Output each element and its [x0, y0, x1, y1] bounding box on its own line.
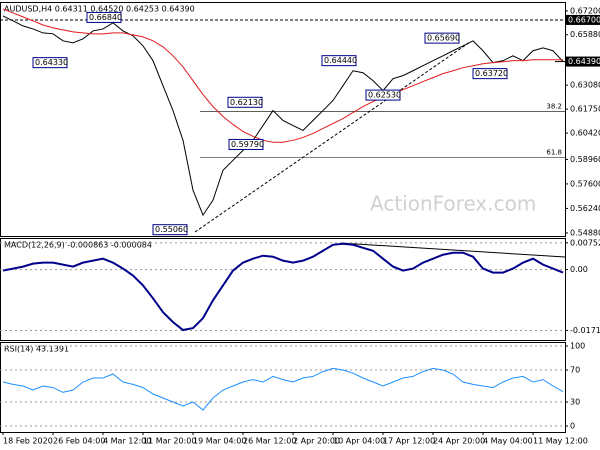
x-tick-label: 10 Apr 04:00	[333, 437, 385, 446]
current-price-label: 0.64390	[568, 57, 600, 66]
rsi-panel	[0, 342, 566, 433]
y-tick-label: 30	[570, 398, 580, 407]
level-label: 0.66700	[568, 15, 600, 24]
x-tick-label: 26 Mar 12:00	[243, 437, 296, 446]
price-panel	[0, 2, 566, 237]
trend-line	[194, 41, 471, 233]
annotation-label: 0.62130	[230, 98, 263, 107]
x-tick-label: 26 Feb 04:00	[53, 437, 105, 446]
y-tick-label: 100	[570, 342, 585, 351]
annotation-box	[321, 55, 357, 67]
annotation-box	[472, 68, 508, 80]
annotation-box	[86, 11, 122, 23]
y-tick-label: 0.56240	[570, 204, 600, 213]
y-tick-label: 0.60420	[570, 129, 600, 138]
annotation-label: 0.63720	[475, 69, 508, 78]
annotation-box	[228, 138, 264, 150]
y-tick-label: 0.67200	[570, 6, 600, 15]
y-tick-label: 0.65880	[570, 30, 600, 39]
series-line	[2, 15, 564, 217]
x-tick-label: 18 Feb 2020	[3, 437, 53, 446]
annotation-box	[32, 57, 68, 69]
y-tick-label: 70	[570, 366, 580, 375]
series-line	[2, 367, 564, 411]
annotation-box	[152, 224, 188, 236]
y-tick-label: 0.57600	[570, 179, 600, 188]
x-tick-label: 4 May 04:00	[483, 437, 533, 446]
price-title: AUDUSD,H4 0.64311 0.64520 0.64253 0.6439…	[4, 5, 195, 14]
annotation-label: 0.59790	[231, 140, 264, 149]
x-tick-label: 11 Mar 20:00	[143, 437, 196, 446]
annotation-label: 0.66840	[89, 13, 122, 22]
annotation-label: 0.64440	[324, 56, 357, 65]
annotation-box	[365, 89, 401, 101]
x-tick-label: 17 Apr 12:00	[383, 437, 435, 446]
x-tick-label: 24 Apr 20:00	[433, 437, 485, 446]
fib-label: 38.2	[546, 102, 562, 110]
watermark: ActionForex.com	[370, 192, 536, 216]
annotation-label: 0.62530	[368, 91, 401, 100]
y-tick-label: 0.61750	[570, 105, 600, 114]
annotation-box	[424, 32, 460, 44]
level-label-box	[566, 14, 600, 25]
annotation-box	[227, 96, 263, 108]
current-price-box	[566, 56, 600, 67]
y-tick-label: 0.54880	[570, 228, 600, 237]
macd-trend-line	[339, 242, 566, 258]
y-tick-label: 0.63080	[570, 81, 600, 90]
annotation-label: 0.64330	[35, 58, 68, 67]
annotation-label: 0.65690	[427, 34, 460, 43]
y-tick-label: 0.007526	[570, 238, 600, 247]
y-tick-label: 0	[570, 422, 575, 431]
x-tick-label: 2 Apr 20:00	[293, 437, 340, 446]
series-line	[2, 242, 564, 332]
y-tick-label: 0.58960	[570, 155, 600, 164]
annotation-label: 0.55060	[155, 225, 188, 234]
macd-panel	[0, 238, 566, 341]
fib-label: 61.8	[546, 148, 562, 156]
y-tick-label: -0.017112	[570, 326, 600, 335]
y-tick-label: 0.00	[570, 265, 588, 274]
x-tick-label: 11 May 12:00	[533, 437, 588, 446]
macd-title: MACD(12,26,9) -0.000863 -0.000084	[4, 241, 152, 250]
x-tick-label: 4 Mar 12:00	[103, 437, 151, 446]
rsi-title: RSI(14) 43.1391	[4, 345, 69, 354]
x-tick-label: 19 Mar 04:00	[193, 437, 246, 446]
series-line	[2, 8, 563, 143]
